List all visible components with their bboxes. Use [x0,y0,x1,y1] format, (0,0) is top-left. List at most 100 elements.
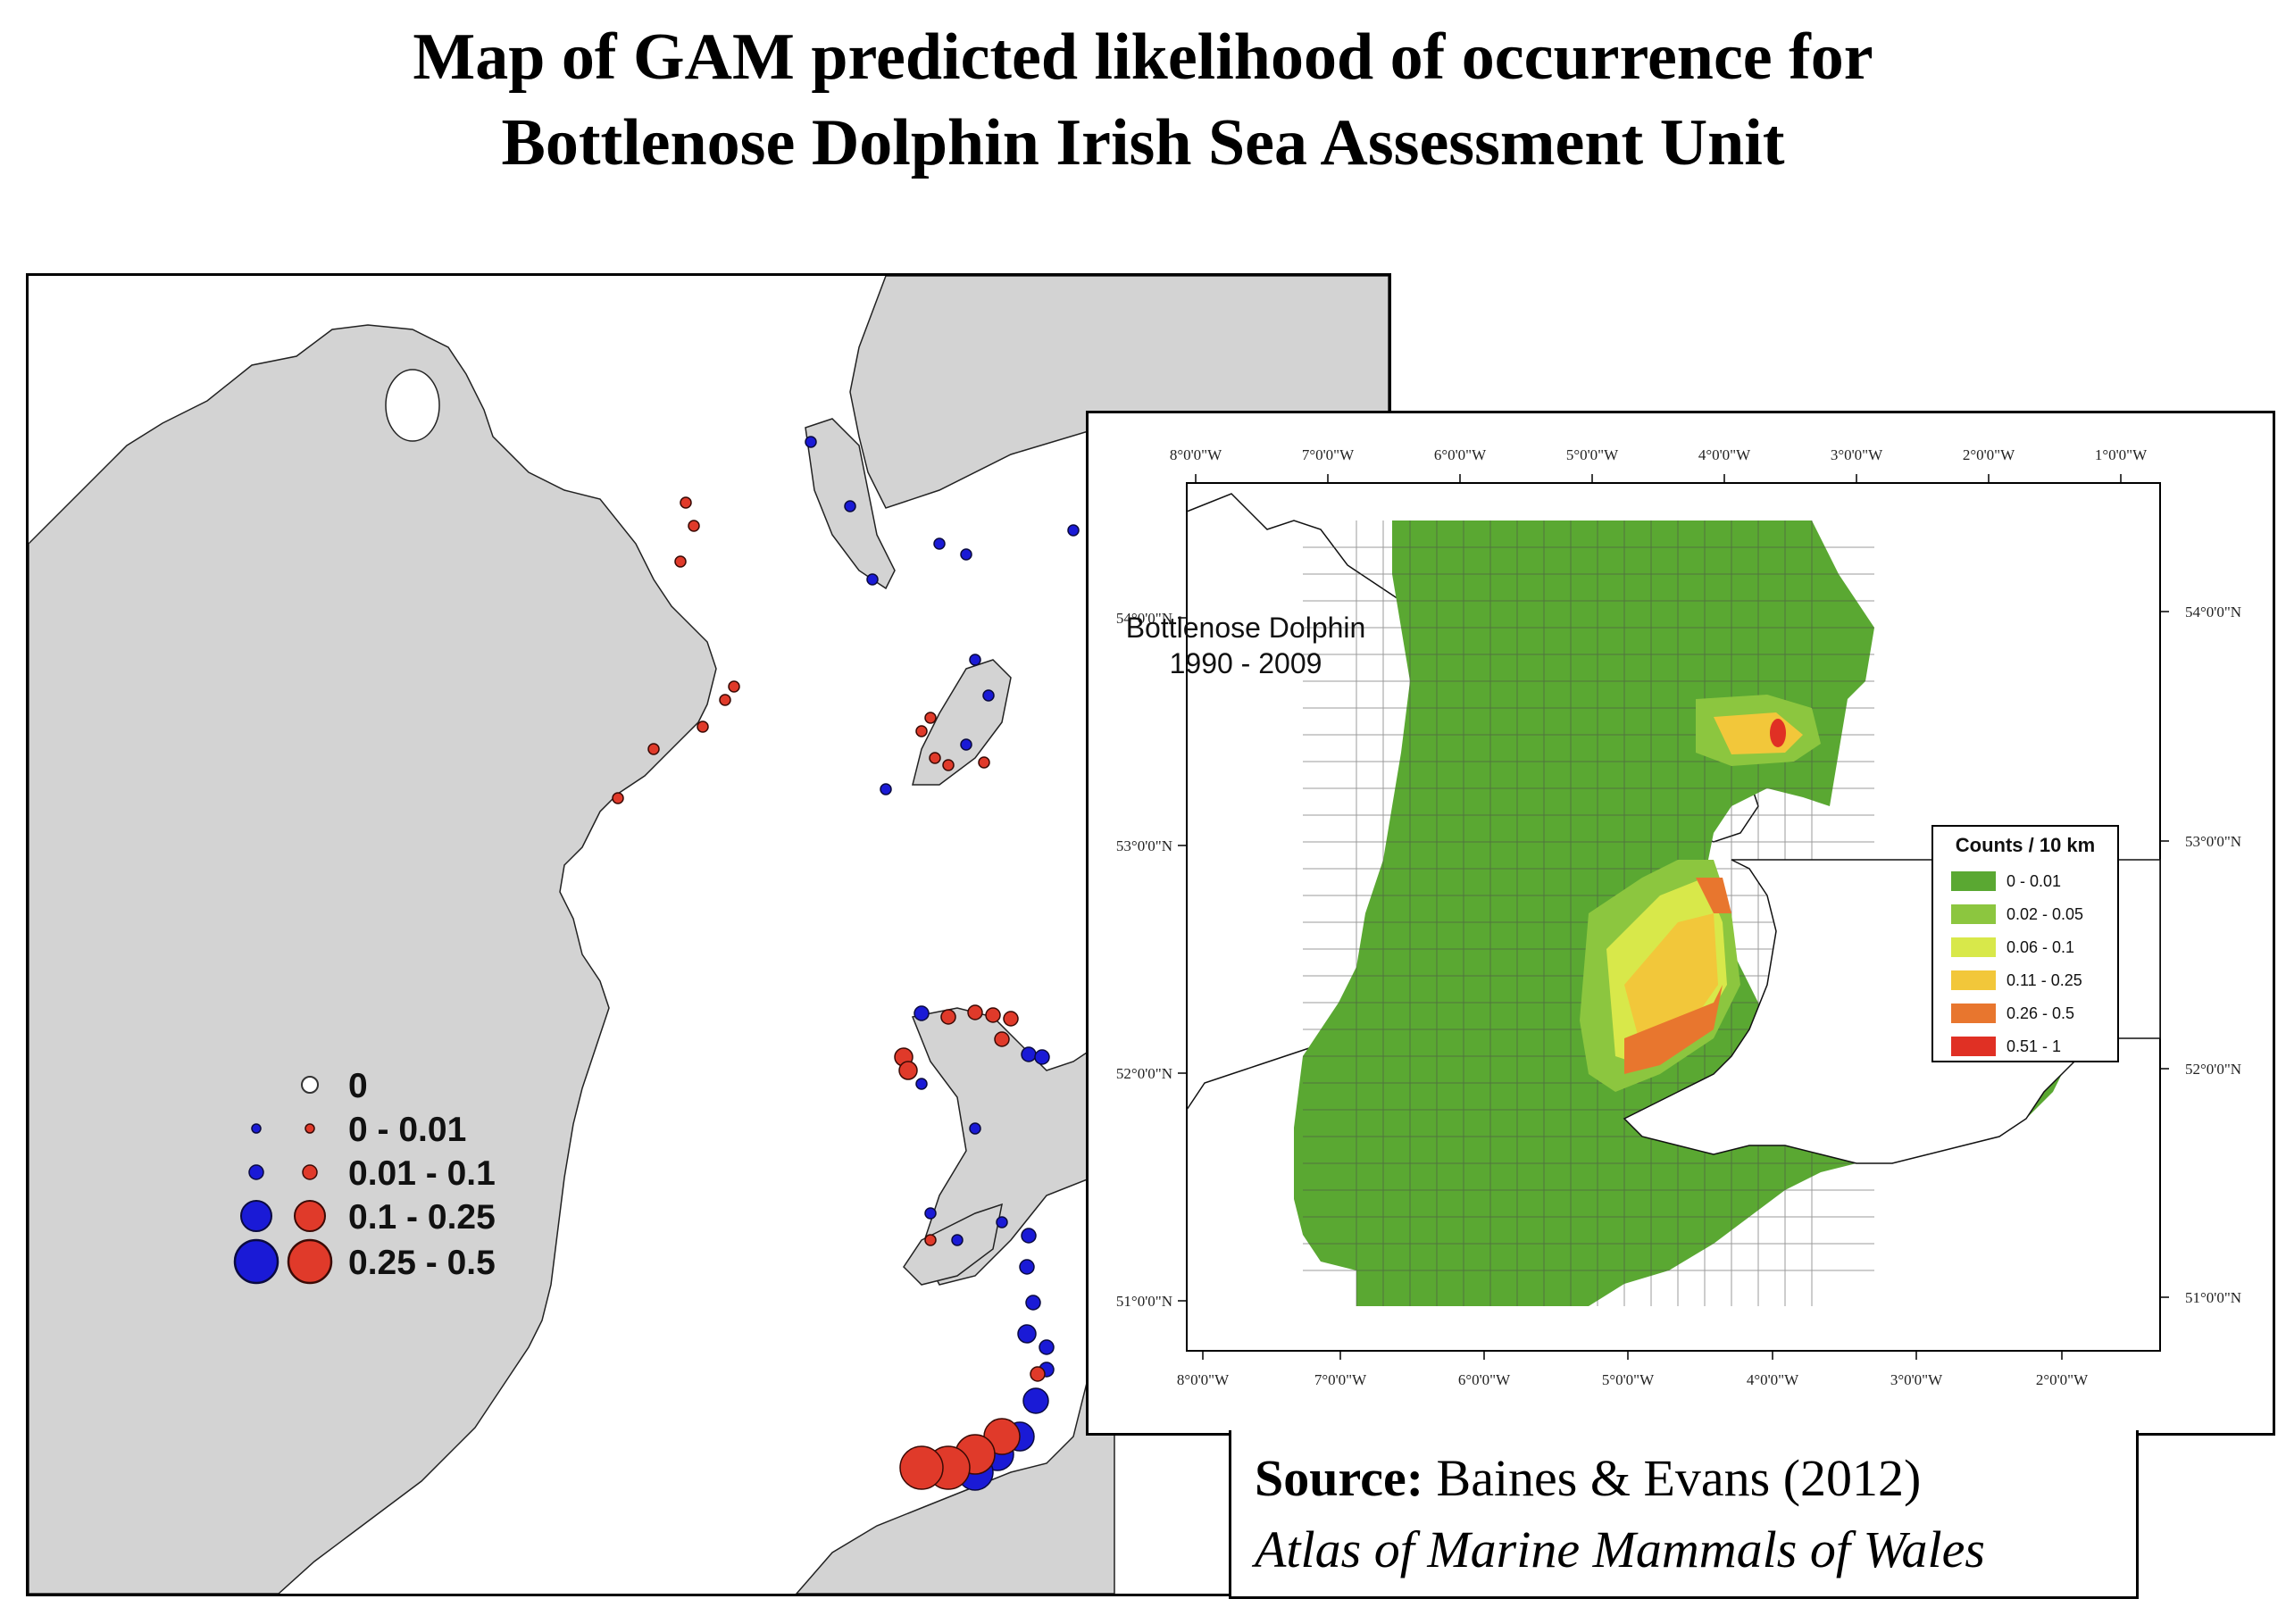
point [924,1234,937,1246]
map-title-line2: Bottlenose Dolphin Irish Sea Assessment … [501,106,1785,179]
point [1025,1295,1041,1311]
point [680,496,692,509]
source-citation: Source: Baines & Evans (2012) [1255,1448,1921,1508]
point [924,712,937,724]
point [674,555,687,568]
point [985,1007,1001,1023]
top-axis-label: 6°0'0"W [1434,446,1487,463]
point [1019,1259,1035,1275]
legend-swatch [1951,937,1996,957]
top-axis-label: 7°0'0"W [1302,446,1355,463]
period-label: 1990 - 2009 [1170,647,1322,679]
point [898,1061,918,1080]
legend-swatch [1951,970,1996,990]
point [647,743,660,755]
legend-label: 0.01 - 0.1 [348,1154,496,1193]
counts-legend: Counts / 10 km 0 - 0.01 0.02 - 0.05 0.06… [1931,825,2119,1062]
point [844,500,856,512]
blue-points [805,436,1080,1491]
bottom-axis: 8°0'0"W 7°0'0"W 6°0'0"W 5°0'0"W 4°0'0"W … [1177,1371,2089,1388]
hotspots [1580,695,1821,1092]
point [996,1216,1008,1228]
top-axis: 8°0'0"W 7°0'0"W 6°0'0"W 5°0'0"W 4°0'0"W … [1170,446,2148,463]
point [942,759,955,771]
legend-symbol-red-xlarge [287,1238,333,1285]
legend-swatch [1951,1004,1996,1023]
source-box: Source: Baines & Evans (2012) Atlas of M… [1229,1430,2139,1599]
source-label: Source: [1255,1449,1424,1507]
legend-label: 0 [348,1067,368,1105]
lough-neagh [385,369,440,442]
hotspot-cardigan-bay-north [1696,878,1731,913]
top-axis-label: 8°0'0"W [1170,446,1222,463]
gam-legend: 0 0 - 0.01 0.01 - 0.1 0.1 - 0.25 0.25 - … [233,1067,496,1285]
counts-map-svg: 8°0'0"W 7°0'0"W 6°0'0"W 5°0'0"W 4°0'0"W … [1116,446,2241,1388]
counts-map: 8°0'0"W 7°0'0"W 6°0'0"W 5°0'0"W 4°0'0"W … [1086,411,2275,1436]
point [1034,1049,1050,1065]
lat-label: 53°0'0"N [1116,837,1172,854]
point [1067,524,1080,537]
point [1021,1046,1037,1062]
point [915,1078,928,1090]
point [1039,1339,1055,1355]
top-axis-label: 1°0'0"W [2095,446,2148,463]
hotspot-liverpool-bay-core [1770,719,1786,747]
hotspot-cardigan-bay-coast [1624,985,1723,1074]
point [688,520,700,532]
point [697,720,709,733]
legend-label: 0.11 - 0.25 [2007,971,2082,989]
point [969,654,981,666]
point [899,1445,944,1490]
legend-label: 0.06 - 0.1 [2007,938,2074,956]
point [960,738,972,751]
legend-symbol-red-med [302,1164,318,1180]
lat-label: 51°0'0"N [1116,1293,1172,1310]
counts-legend-title: Counts / 10 km [1956,834,2095,856]
legend-label: 0.26 - 0.5 [2007,1004,2074,1022]
legend-symbol-blue-small [251,1123,262,1134]
point [914,1005,930,1021]
bottom-axis-label: 6°0'0"W [1458,1371,1511,1388]
point [880,783,892,795]
point [1017,1324,1037,1344]
point [1003,1011,1019,1027]
bottom-axis-label: 4°0'0"W [1747,1371,1799,1388]
point [951,1234,964,1246]
top-axis-label: 5°0'0"W [1566,446,1619,463]
point [982,689,995,702]
bottom-axis-label: 3°0'0"W [1890,1371,1943,1388]
species-label: Bottlenose Dolphin [1126,612,1366,644]
legend-swatch [1951,871,1996,891]
legend-swatch [1951,1037,1996,1056]
point [994,1031,1010,1047]
map-title-line1: Map of GAM predicted likelihood of occur… [413,21,1873,94]
lat-label: 52°0'0"N [1116,1065,1172,1082]
legend-symbol-blue-med [248,1164,264,1180]
point [960,548,972,561]
legend-symbol-red-small [305,1123,315,1134]
lat-label: 54°0'0"N [2185,604,2241,620]
source-reference: Baines & Evans (2012) [1436,1449,1922,1507]
legend-symbol-zero [301,1076,319,1094]
legend-symbol-blue-large [240,1200,272,1232]
top-axis-label: 2°0'0"W [1963,446,2015,463]
legend-swatch [1951,904,1996,924]
bottom-axis-label: 5°0'0"W [1602,1371,1655,1388]
lat-axis-left: 54°0'0"N 53°0'0"N 52°0'0"N 51°0'0"N [1116,610,1172,1310]
bottom-axis-label: 2°0'0"W [2036,1371,2089,1388]
point [967,1004,983,1020]
red-points [612,496,1046,1490]
lat-label: 54°0'0"N [1116,610,1172,627]
gam-map-svg: 0 0 - 0.01 0.01 - 0.1 0.1 - 0.25 0.25 - … [29,276,1389,1594]
lat-label: 53°0'0"N [2185,833,2241,850]
point [929,752,941,764]
bottom-axis-label: 8°0'0"W [1177,1371,1230,1388]
ireland-landmass [29,324,717,1594]
point [805,436,817,448]
wales-anglesey [911,1007,1115,1286]
lat-label: 52°0'0"N [2185,1061,2241,1078]
irish-sea-south-extension [1356,1038,2071,1306]
point [1022,1387,1049,1414]
legend-symbol-red-large [294,1200,326,1232]
axis-ticks [1178,474,2169,1360]
